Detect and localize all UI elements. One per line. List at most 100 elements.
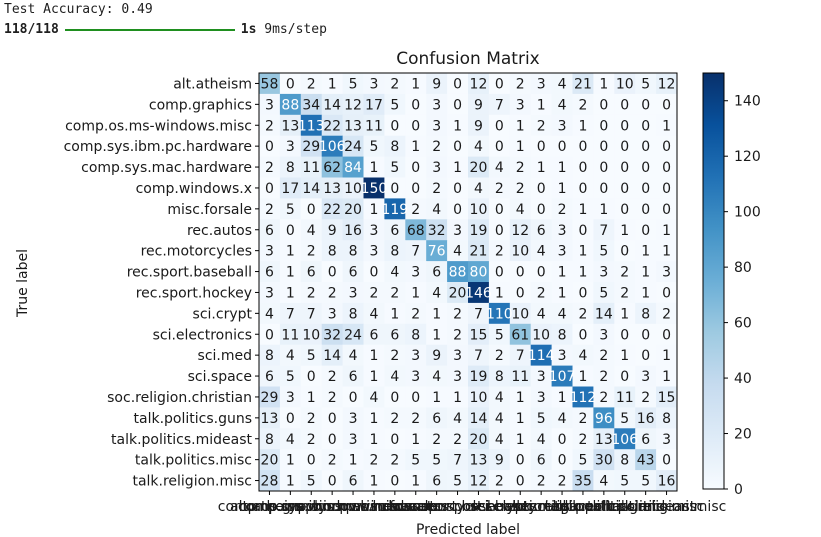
cell-value: 3: [349, 411, 358, 427]
cell-value: 106: [611, 432, 638, 448]
cell-value: 0: [662, 327, 671, 343]
heatmap-cell: [259, 302, 281, 325]
cell-value: 2: [537, 474, 546, 490]
cell-value: 0: [516, 285, 525, 301]
heatmap-cell: [572, 386, 594, 408]
cell-value: 0: [662, 160, 671, 176]
heatmap-cell: [551, 302, 573, 325]
heatmap-cell: [363, 344, 385, 366]
y-tick-label: sci.med: [198, 348, 252, 364]
y-tick-label: rec.sport.hockey: [136, 285, 252, 301]
heatmap-cell: [572, 282, 594, 304]
cell-value: 2: [390, 348, 399, 364]
heatmap-cell: [593, 114, 615, 137]
heatmap-cell: [342, 156, 364, 178]
heatmap-cell: [572, 114, 594, 137]
cell-value: 0: [495, 118, 504, 134]
heatmap-cell: [509, 407, 532, 429]
cell-value: 2: [328, 390, 337, 406]
progress-line: 118/118 1s 9ms/step: [4, 20, 327, 40]
cell-value: 110: [486, 306, 513, 322]
cell-value: 1: [641, 244, 650, 260]
cell-value: 2: [599, 348, 608, 364]
cell-value: 0: [578, 139, 587, 155]
heatmap-cell: [656, 386, 678, 408]
cell-value: 1: [599, 202, 608, 218]
heatmap-cell: [342, 114, 364, 137]
heatmap-cell: [509, 470, 532, 492]
heatmap-cell: [614, 177, 636, 199]
cell-value: 5: [620, 411, 629, 427]
y-tick-label: soc.religion.christian: [107, 390, 252, 406]
cell-value: 4: [432, 285, 441, 301]
cell-value: 3: [265, 244, 274, 260]
heatmap-cell: [468, 261, 490, 283]
cell-value: 4: [558, 76, 567, 92]
cell-value: 21: [574, 76, 592, 92]
heatmap-cell: [551, 282, 573, 304]
cell-value: 5: [349, 76, 358, 92]
cell-value: 3: [286, 390, 295, 406]
heatmap-cell: [656, 302, 678, 325]
heatmap-cell: [509, 114, 532, 137]
heatmap-cell: [572, 323, 594, 346]
heatmap-cell: [530, 470, 552, 492]
cell-value: 8: [558, 327, 567, 343]
cell-value: 0: [578, 160, 587, 176]
heatmap-cell: [405, 114, 427, 137]
heatmap-cell: [384, 198, 406, 220]
cell-value: 0: [286, 223, 295, 239]
colorbar-tick-label: 120: [734, 149, 761, 165]
cell-value: 6: [390, 223, 399, 239]
cell-value: 1: [641, 285, 650, 301]
heatmap-cell: [572, 449, 594, 471]
cell-value: 2: [307, 76, 316, 92]
heatmap-cell: [363, 177, 385, 199]
y-tick-labels: alt.atheism comp.graphics comp.os.ms-windo…: [64, 76, 259, 490]
heatmap-cell: [635, 302, 657, 325]
cell-value: 2: [558, 474, 567, 490]
heatmap-cell: [279, 240, 302, 262]
cell-value: 0: [516, 453, 525, 469]
heatmap-cell: [468, 282, 490, 304]
heatmap-cell: [488, 323, 511, 346]
heatmap-cell: [259, 156, 281, 178]
heatmap-cell: [593, 156, 615, 178]
heatmap-cell: [405, 302, 427, 325]
cell-value: 3: [558, 244, 567, 260]
heatmap-cell: [405, 323, 427, 346]
cell-value: 106: [319, 139, 346, 155]
heatmap-cell: [572, 156, 594, 178]
heatmap-cell: [447, 470, 469, 492]
heatmap-cell: [488, 135, 511, 157]
cell-value: 88: [281, 97, 299, 113]
heatmap-cell: [259, 261, 281, 283]
heatmap-cell: [593, 323, 615, 346]
heatmap-cell: [342, 323, 364, 346]
x-tick-label: comp.graphics: [239, 499, 342, 515]
heatmap-cell: [635, 428, 657, 450]
cell-value: 1: [432, 327, 441, 343]
heatmap-cell: [259, 449, 281, 471]
heatmap-cell: [572, 365, 594, 387]
heatmap-cell: [279, 282, 302, 304]
heatmap-cell: [530, 386, 552, 408]
heatmap-cell: [426, 428, 448, 450]
cell-value: 7: [474, 348, 483, 364]
heatmap-cell: [488, 386, 511, 408]
chart-title: Confusion Matrix: [396, 49, 540, 69]
cell-value: 4: [432, 202, 441, 218]
heatmap-cell: [342, 261, 364, 283]
cell-value: 6: [432, 265, 441, 281]
heatmap-cell: [551, 198, 573, 220]
heatmap-cell: [321, 386, 343, 408]
cell-value: 8: [390, 244, 399, 260]
cell-value: 1: [662, 244, 671, 260]
heatmap-cell: [593, 428, 615, 450]
heatmap-cell: [321, 428, 343, 450]
heatmap-cell: [593, 177, 615, 199]
heatmap-cell: [426, 114, 448, 137]
heatmap-cell: [384, 93, 406, 116]
cell-value: 4: [537, 306, 546, 322]
heatmap-cell: [635, 135, 657, 157]
